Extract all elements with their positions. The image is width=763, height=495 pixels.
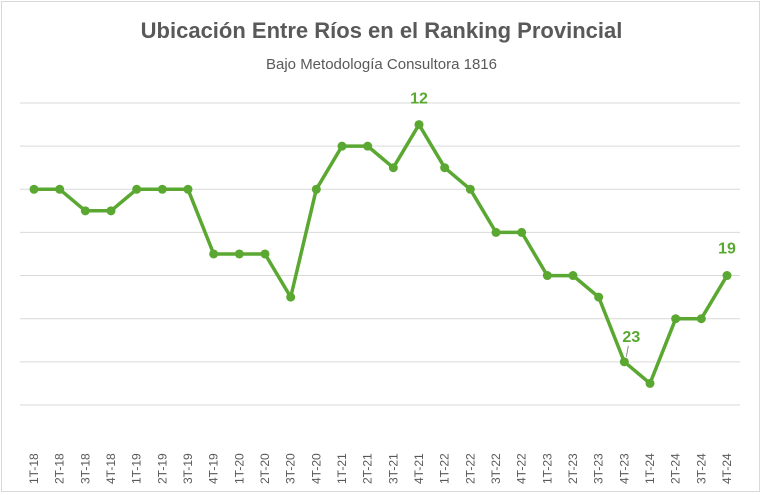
x-tick-label: 1T-19 bbox=[130, 453, 144, 484]
data-point bbox=[183, 184, 193, 194]
data-points bbox=[29, 120, 732, 388]
data-point bbox=[414, 120, 424, 130]
data-point bbox=[594, 292, 604, 302]
data-point bbox=[671, 314, 681, 324]
data-point bbox=[132, 184, 142, 194]
x-tick-label: 2T-18 bbox=[53, 453, 67, 484]
x-tick-label: 4T-23 bbox=[617, 453, 631, 484]
data-point bbox=[55, 184, 65, 194]
x-tick-label: 2T-21 bbox=[361, 453, 375, 484]
data-point bbox=[619, 357, 629, 367]
x-tick-label: 3T-21 bbox=[386, 453, 400, 484]
data-point bbox=[80, 206, 90, 216]
data-point bbox=[234, 249, 244, 259]
chart-subtitle: Bajo Metodología Consultora 1816 bbox=[266, 56, 497, 73]
data-label: 19 bbox=[718, 241, 736, 258]
data-point bbox=[517, 227, 527, 237]
data-point bbox=[491, 227, 501, 237]
data-labels: 12 23 19 bbox=[410, 91, 736, 357]
data-label: 23 bbox=[622, 329, 640, 346]
series-line-group bbox=[32, 122, 729, 386]
x-tick-label: 3T-18 bbox=[78, 453, 92, 484]
x-tick-label: 1T-21 bbox=[335, 453, 349, 484]
data-point bbox=[337, 141, 347, 151]
data-point bbox=[157, 184, 167, 194]
data-point bbox=[286, 292, 296, 302]
data-point bbox=[311, 184, 321, 194]
data-point bbox=[209, 249, 219, 259]
x-tick-label: 4T-22 bbox=[515, 453, 529, 484]
x-tick-label: 1T-22 bbox=[438, 453, 452, 484]
data-point bbox=[29, 184, 39, 194]
x-tick-label: 1T-23 bbox=[540, 453, 554, 484]
x-tick-label: 3T-20 bbox=[284, 453, 298, 484]
data-point bbox=[722, 271, 732, 281]
x-axis-tick-labels: 1T-18 2T-18 3T-18 4T-18 1T-19 2T-19 3T-19 4T-19… bbox=[27, 453, 734, 484]
data-point bbox=[568, 271, 578, 281]
x-tick-label: 4T-20 bbox=[309, 453, 323, 484]
x-tick-label: 2T-19 bbox=[155, 453, 169, 484]
data-point bbox=[465, 184, 475, 194]
data-point bbox=[388, 163, 398, 173]
x-tick-label: 2T-22 bbox=[463, 453, 477, 484]
data-point bbox=[440, 163, 450, 173]
x-tick-label: 3T-24 bbox=[694, 453, 708, 484]
series-line bbox=[32, 122, 729, 386]
x-tick-label: 4T-21 bbox=[412, 453, 426, 484]
chart-title: Ubicación Entre Ríos en el Ranking Provi… bbox=[140, 18, 623, 43]
gridlines bbox=[20, 102, 740, 406]
x-tick-label: 4T-19 bbox=[207, 453, 221, 484]
data-label: 12 bbox=[410, 91, 428, 108]
data-point bbox=[696, 314, 706, 324]
x-tick-label: 2T-24 bbox=[669, 453, 683, 484]
data-point bbox=[645, 378, 655, 388]
x-tick-label: 3T-23 bbox=[592, 453, 606, 484]
data-point bbox=[106, 206, 116, 216]
x-tick-label: 2T-20 bbox=[258, 453, 272, 484]
x-tick-label: 2T-23 bbox=[566, 453, 580, 484]
data-point bbox=[260, 249, 270, 259]
data-point bbox=[363, 141, 373, 151]
x-tick-label: 3T-19 bbox=[181, 453, 195, 484]
x-tick-label: 4T-24 bbox=[720, 453, 734, 484]
x-tick-label: 1T-24 bbox=[643, 453, 657, 484]
x-tick-label: 1T-18 bbox=[27, 453, 41, 484]
x-tick-label: 4T-18 bbox=[104, 453, 118, 484]
data-point bbox=[542, 271, 552, 281]
x-tick-label: 3T-22 bbox=[489, 453, 503, 484]
data-label-leader bbox=[625, 345, 629, 357]
x-tick-label: 1T-20 bbox=[232, 453, 246, 484]
